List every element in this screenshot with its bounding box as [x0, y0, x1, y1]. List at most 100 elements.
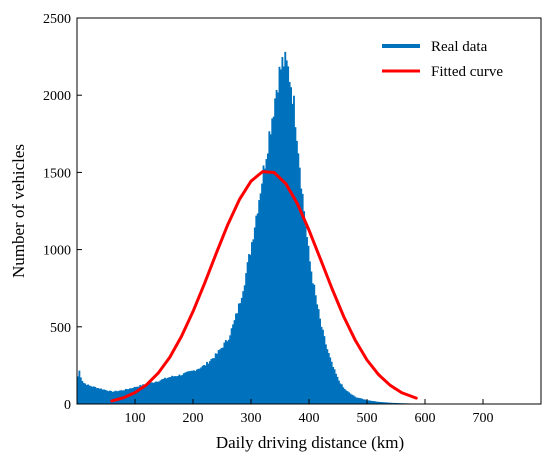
histogram-bar	[285, 60, 288, 404]
histogram-bar	[169, 376, 172, 404]
histogram-bar	[277, 92, 279, 404]
histogram-bar	[232, 324, 234, 404]
histogram-bar	[290, 87, 292, 404]
histogram-bar	[369, 400, 372, 404]
histogram-bar	[306, 237, 308, 404]
histogram-bar	[303, 211, 306, 404]
histogram-bar	[174, 376, 176, 404]
histogram-bar	[204, 365, 207, 404]
histogram-bar	[310, 271, 313, 404]
histogram-bar	[291, 103, 294, 404]
y-tick-label: 1000	[43, 244, 71, 259]
histogram-bar	[203, 365, 205, 404]
histogram-bar	[388, 402, 391, 404]
histogram-bar	[168, 377, 171, 404]
histogram-bar	[288, 81, 291, 405]
histogram-bar	[137, 386, 140, 404]
histogram-bar	[142, 384, 145, 404]
histogram-bar	[220, 347, 223, 404]
histogram-bar	[191, 370, 194, 404]
histogram-bar	[224, 340, 227, 404]
histogram-bar	[253, 227, 256, 404]
histogram-bar	[193, 370, 195, 404]
histogram-bar	[269, 134, 272, 404]
histogram-bar	[219, 349, 221, 404]
histogram-bar	[266, 153, 269, 404]
histogram-bar	[106, 390, 108, 404]
histogram-bar	[213, 358, 216, 404]
histogram-bar	[161, 379, 163, 404]
histogram-bar	[252, 239, 255, 404]
y-tick-label: 500	[50, 321, 71, 336]
histogram-bar	[239, 303, 242, 404]
fitted-curve-line	[110, 170, 418, 403]
histogram-bar	[396, 402, 398, 404]
histogram-bar	[94, 387, 97, 404]
histogram-bar	[78, 370, 81, 404]
legend-label-real-data: Real data	[431, 39, 488, 55]
histogram-bar	[150, 382, 153, 404]
histogram-bar	[275, 90, 278, 405]
histogram-bar	[152, 382, 155, 404]
histogram-bar	[208, 361, 211, 404]
histogram-bar	[317, 309, 320, 404]
x-tick-label: 100	[125, 411, 146, 426]
histogram-bar	[326, 349, 329, 404]
histogram-bar	[222, 347, 224, 404]
histogram-bar	[236, 313, 239, 404]
histogram-bar	[255, 215, 258, 404]
histogram-bar	[230, 328, 233, 404]
histogram-bar	[362, 399, 365, 404]
histogram-bar	[314, 295, 317, 404]
histogram-bar	[287, 66, 290, 404]
histogram-bar	[143, 384, 146, 404]
histogram-bar	[149, 382, 152, 404]
histogram-bar	[198, 368, 201, 404]
histogram-bar	[190, 370, 192, 404]
histogram-bar	[353, 396, 356, 404]
histogram-bar	[304, 225, 307, 404]
histogram-bar	[324, 344, 327, 404]
histogram-bar	[385, 402, 388, 404]
histogram-bar	[211, 358, 214, 404]
histogram-bar	[108, 390, 111, 404]
histogram-bar	[226, 341, 229, 404]
histogram-bar	[295, 140, 298, 404]
legend-label-fitted-curve: Fitted curve	[431, 64, 503, 80]
histogram-bar	[319, 318, 321, 404]
histogram-bar	[249, 254, 252, 404]
histogram-bar	[237, 303, 240, 404]
histogram-bar	[361, 398, 364, 404]
histogram-bar	[320, 326, 323, 404]
histogram-bar	[165, 378, 168, 404]
histogram-bar	[377, 401, 379, 404]
histogram-bar	[136, 386, 139, 404]
histogram-bar	[235, 313, 237, 404]
histogram-bar	[107, 391, 110, 404]
y-tick-label: 2000	[43, 89, 71, 104]
histogram-bar	[81, 380, 84, 404]
histogram-bar	[343, 388, 346, 404]
histogram-bar	[298, 167, 301, 404]
histogram-bar	[248, 254, 250, 404]
histogram-bar	[330, 361, 333, 404]
histogram-bar	[98, 388, 101, 404]
histogram-bar	[359, 398, 362, 404]
histogram-bar	[111, 391, 114, 404]
y-axis-ticks: 0 500 1000 1500 2000 2500	[43, 12, 82, 413]
histogram-bar	[201, 365, 204, 404]
histogram-bar	[349, 393, 352, 404]
histogram-bar	[132, 388, 134, 404]
histogram-bar	[216, 353, 219, 404]
histogram-bar	[210, 359, 213, 404]
histogram-bar	[251, 242, 253, 404]
histogram-bar	[338, 380, 340, 404]
histogram-bar	[313, 284, 316, 404]
histogram-bar	[390, 402, 393, 404]
histogram-bar	[146, 383, 149, 404]
histogram-bar	[197, 368, 200, 404]
histogram-bar	[384, 402, 387, 404]
x-tick-label: 700	[473, 411, 494, 426]
histogram-bar	[92, 386, 95, 404]
